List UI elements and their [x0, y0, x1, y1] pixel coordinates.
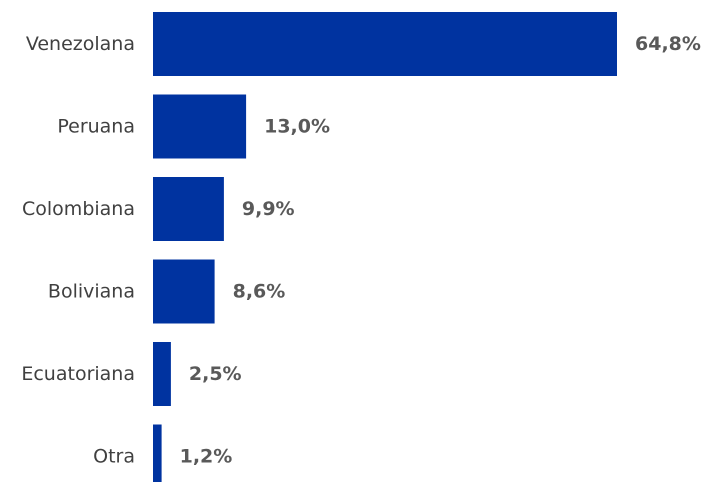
- value-labels: 64,8% 13,0% 9,9% 8,6% 2,5% 1,2%: [180, 33, 701, 468]
- bar-venezolana: [153, 12, 617, 76]
- bar-otra: [153, 424, 162, 482]
- category-label-peruana: Peruana: [57, 116, 135, 138]
- bar-colombiana: [153, 177, 224, 241]
- value-label-peruana: 13,0%: [264, 116, 330, 138]
- category-label-ecuatoriana: Ecuatoriana: [21, 363, 135, 385]
- bar-ecuatoriana: [153, 342, 171, 406]
- value-label-venezolana: 64,8%: [635, 33, 701, 55]
- category-label-venezolana: Venezolana: [26, 33, 135, 55]
- bars-layer: [153, 12, 617, 482]
- value-label-colombiana: 9,9%: [242, 198, 295, 220]
- value-label-otra: 1,2%: [180, 446, 233, 468]
- value-label-boliviana: 8,6%: [233, 281, 286, 303]
- category-labels: Venezolana Peruana Colombiana Boliviana Ecua…: [21, 33, 135, 468]
- category-label-boliviana: Boliviana: [48, 281, 135, 303]
- category-label-otra: Otra: [93, 446, 135, 468]
- bar-peruana: [153, 94, 247, 159]
- bar-boliviana: [153, 259, 215, 324]
- value-label-ecuatoriana: 2,5%: [189, 363, 242, 385]
- category-label-colombiana: Colombiana: [22, 198, 135, 220]
